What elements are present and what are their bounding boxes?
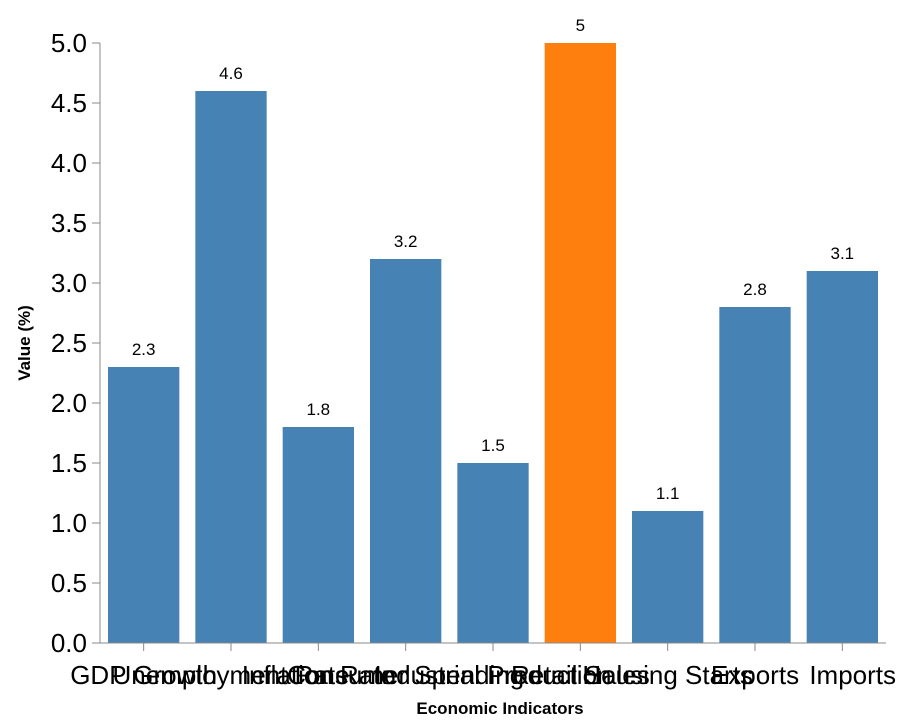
bar-value-label: 1.5: [481, 436, 505, 455]
x-tick-label: Consumer Spending: [287, 660, 524, 690]
bar-value-label: 1.1: [656, 484, 680, 503]
y-axis: 0.0 0.5 1.0 1.5 2.0 2.5 3.0 3.5 4.0 4.5 5.0: [51, 28, 101, 658]
x-tick-label: Unemployment Rate: [113, 660, 350, 690]
y-tick-label: 0.0: [51, 628, 87, 658]
bar[interactable]: [457, 463, 529, 643]
y-tick-label: 1.0: [51, 508, 87, 538]
bar[interactable]: [282, 427, 354, 643]
y-tick-label: 1.5: [51, 448, 87, 478]
bar[interactable]: [719, 307, 791, 643]
x-tick-label: Retail Sales: [511, 660, 650, 690]
x-axis-title: Economic Indicators: [416, 699, 583, 718]
bar-value-label: 1.8: [307, 400, 331, 419]
x-tick-label: Imports: [809, 660, 896, 690]
bar[interactable]: [370, 259, 442, 643]
y-tick-label: 3.0: [51, 268, 87, 298]
bar[interactable]: [195, 91, 267, 643]
y-tick-label: 3.5: [51, 208, 87, 238]
bar[interactable]: [108, 367, 180, 643]
x-tick-label: Industrial Production: [374, 660, 611, 690]
y-tick-label: 4.5: [51, 88, 87, 118]
x-tick-label: GDP Growth: [70, 660, 217, 690]
y-tick-label: 2.5: [51, 328, 87, 358]
bar-value-label: 4.6: [219, 64, 243, 83]
bar-value-label: 3.1: [831, 244, 855, 263]
bar-value-label: 2.3: [132, 340, 156, 359]
bar-value-label: 3.2: [394, 232, 418, 251]
x-tick-label: Exports: [711, 660, 799, 690]
x-tick-label: Inflation Rate: [242, 660, 395, 690]
bar-value-label: 2.8: [743, 280, 767, 299]
y-axis-title: Value (%): [15, 305, 34, 381]
y-tick-label: 2.0: [51, 388, 87, 418]
bar-value-label: 5: [576, 16, 585, 35]
y-tick-label: 0.5: [51, 568, 87, 598]
data-labels-group: 2.3 4.6 1.8 3.2 1.5 5 1.1 2.8 3.1: [132, 16, 854, 503]
bars-group: [108, 43, 878, 643]
bar[interactable]: [544, 43, 616, 643]
x-tick-label: Housing Starts: [582, 660, 753, 690]
y-tick-label: 4.0: [51, 148, 87, 178]
y-tick-label: 5.0: [51, 28, 87, 58]
bar[interactable]: [632, 511, 704, 643]
bar[interactable]: [806, 271, 878, 643]
